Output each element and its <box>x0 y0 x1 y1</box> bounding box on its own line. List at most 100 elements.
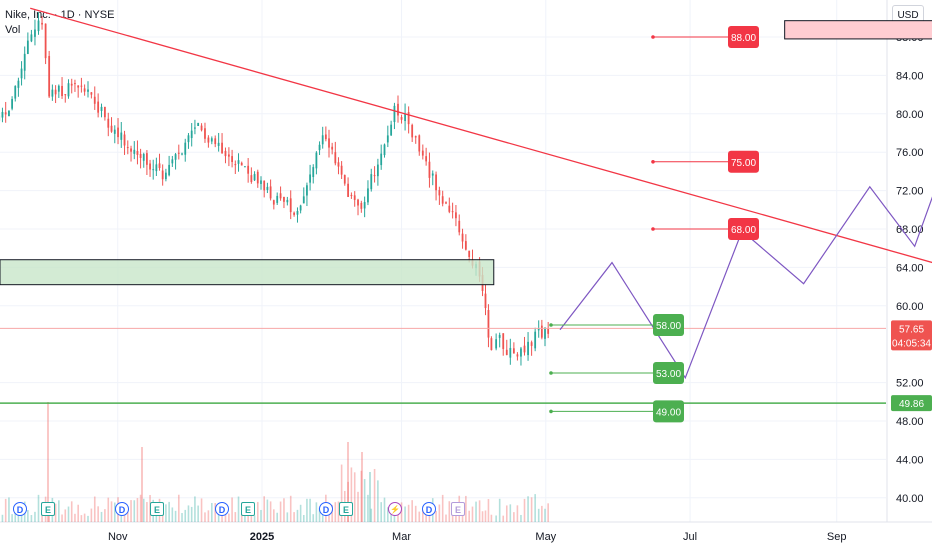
target-label-box <box>728 26 759 48</box>
volume-bar <box>34 511 36 522</box>
candle-body <box>272 200 275 205</box>
volume-bar <box>530 497 533 522</box>
dividend-event-icon[interactable]: D <box>422 502 436 516</box>
volume-bar <box>263 496 265 522</box>
candle-body <box>421 150 424 156</box>
candle-body <box>383 144 386 156</box>
candle-body <box>250 175 253 182</box>
volume-bar <box>54 503 57 522</box>
candle-body <box>431 173 434 176</box>
volume-bar <box>541 505 543 522</box>
candle-body <box>490 338 493 351</box>
candle-body <box>20 68 23 79</box>
candle-body <box>23 53 26 71</box>
x-tick-label: Jul <box>683 531 697 543</box>
candle-body <box>155 164 158 172</box>
volume-bar <box>11 514 13 522</box>
volume-bar <box>490 514 493 522</box>
dividend-event-icon[interactable]: D <box>319 502 333 516</box>
earnings-event-icon[interactable]: E <box>150 502 164 516</box>
candle-body <box>530 342 533 346</box>
candle-body <box>296 210 299 215</box>
volume-bar <box>495 515 497 522</box>
candle-body <box>103 106 106 118</box>
volume-bar <box>498 498 501 522</box>
volume-bar <box>266 499 269 522</box>
target-label-text: 53.00 <box>656 369 681 380</box>
earnings-event-icon[interactable]: E <box>41 502 55 516</box>
candle-body <box>80 85 83 87</box>
target-label-68.00[interactable]: 68.00 <box>728 218 759 240</box>
volume-bar <box>445 514 447 522</box>
candle-body <box>57 85 60 92</box>
candle-body <box>438 190 441 196</box>
target-label-75.00[interactable]: 75.00 <box>728 150 759 173</box>
volume-spike <box>369 472 371 522</box>
dividend-event-icon[interactable]: D <box>215 502 229 516</box>
volume-bar <box>337 501 340 522</box>
candle-body <box>217 142 220 146</box>
candle-body <box>194 127 196 129</box>
candle-body <box>11 98 13 109</box>
volume-bar <box>516 505 519 522</box>
symbol-title[interactable]: Nike, Inc. · 1D · NYSE <box>5 9 115 21</box>
candle-body <box>110 125 113 132</box>
candle-body <box>464 241 467 250</box>
candle-body <box>495 339 498 349</box>
candle-body <box>83 88 86 92</box>
y-tick-label: 48.00 <box>896 416 924 428</box>
volume-bar <box>296 509 299 522</box>
x-tick-label: Mar <box>392 531 411 543</box>
target-label-49.00[interactable]: 49.00 <box>653 400 684 423</box>
volume-label[interactable]: Vol <box>5 24 21 36</box>
volume-bar <box>207 510 210 522</box>
candle-body <box>34 29 36 37</box>
candle-body <box>458 220 461 233</box>
volume-bar <box>234 512 237 522</box>
volume-bar <box>387 507 389 522</box>
candle-body <box>187 135 190 143</box>
volume-bar <box>418 511 421 522</box>
candle-body <box>231 156 233 163</box>
candle-body <box>237 160 240 164</box>
volume-bar <box>350 467 353 522</box>
candle-body <box>353 195 356 200</box>
candle-body <box>445 202 447 204</box>
volume-bar <box>240 513 243 522</box>
volume-bar <box>478 500 481 522</box>
volume-bar <box>136 498 139 522</box>
y-tick-label: 44.00 <box>896 454 924 466</box>
volume-bar <box>509 504 512 522</box>
current-price-text: 57.65 <box>899 324 924 335</box>
volume-bar <box>14 510 17 522</box>
candle-body <box>44 23 47 59</box>
candle-body <box>448 205 451 212</box>
target-label-53.00[interactable]: 53.00 <box>653 362 684 384</box>
candle-body <box>260 180 262 184</box>
split-event-icon[interactable]: ⚡ <box>388 502 402 516</box>
dividend-event-icon[interactable]: D <box>13 502 27 516</box>
dividend-event-icon[interactable]: D <box>115 502 129 516</box>
candle-body <box>411 124 414 138</box>
volume-bar <box>468 510 470 522</box>
target-label-88.00[interactable]: 88.00 <box>728 26 759 48</box>
volume-bar <box>146 502 148 522</box>
earnings-event-icon[interactable]: E <box>451 502 465 516</box>
volume-bar <box>312 514 315 522</box>
target-label-box <box>728 218 759 240</box>
volume-bar <box>451 515 454 522</box>
candle-body <box>87 89 89 92</box>
volume-bar <box>448 501 451 522</box>
target-label-58.00[interactable]: 58.00 <box>653 314 684 336</box>
candle-body <box>161 170 164 180</box>
volume-bar <box>283 498 285 522</box>
volume-bar <box>4 498 7 522</box>
candle-body <box>74 83 76 85</box>
candle-body <box>70 83 73 86</box>
earnings-event-icon[interactable]: E <box>241 502 255 516</box>
target-label-text: 88.00 <box>731 33 756 44</box>
target-label-text: 49.00 <box>656 407 681 418</box>
earnings-event-icon[interactable]: E <box>339 502 353 516</box>
candle-body <box>244 166 246 168</box>
